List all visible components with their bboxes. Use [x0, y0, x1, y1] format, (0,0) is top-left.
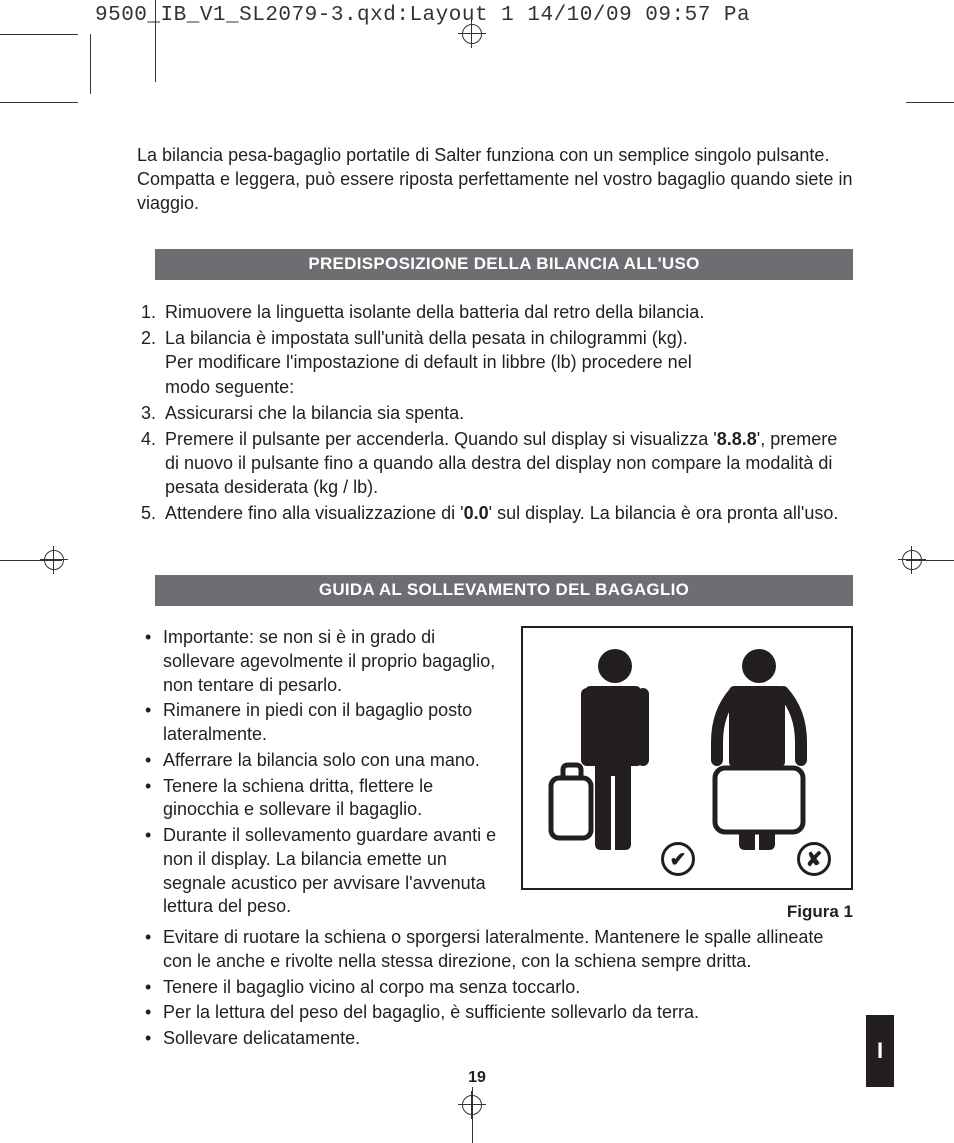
- display-value: 8.8.8: [717, 429, 757, 449]
- crop-hairline: [0, 34, 78, 35]
- step-line: modo seguente:: [165, 375, 853, 399]
- list-item: Tenere la schiena dritta, flettere le gi…: [163, 775, 503, 823]
- step-line: Per modificare l'impostazione di default…: [165, 350, 853, 374]
- figure-1: ✔ ✘ Figura 1: [521, 626, 853, 922]
- section-heading-lifting: GUIDA AL SOLLEVAMENTO DEL BAGAGLIO: [155, 575, 853, 606]
- crop-hairline: [906, 102, 954, 103]
- step-line: Attendere fino alla visualizzazione di ': [165, 503, 464, 523]
- list-item: Evitare di ruotare la schiena o sporgers…: [163, 926, 853, 974]
- list-item: Per la lettura del peso del bagaglio, è …: [163, 1001, 853, 1025]
- correct-badge-icon: ✔: [661, 842, 695, 876]
- figure-frame: ✔ ✘: [521, 626, 853, 890]
- page-number: 19: [0, 1069, 954, 1087]
- lifting-section: Importante: se non si è in grado di soll…: [137, 626, 853, 922]
- list-item: Assicurarsi che la bilancia sia spenta.: [161, 401, 853, 425]
- language-tab: I: [866, 1015, 894, 1087]
- crop-hairline: [155, 0, 156, 82]
- list-item: Rimuovere la linguetta isolante della ba…: [161, 300, 853, 324]
- display-value: 0.0: [464, 503, 489, 523]
- lifting-bullets-full: Evitare di ruotare la schiena o sporgers…: [137, 926, 853, 1051]
- slug-line: 9500_IB_V1_SL2079-3.qxd:Layout 1 14/10/0…: [95, 4, 750, 27]
- section-heading-setup: PREDISPOSIZIONE DELLA BILANCIA ALL'USO: [155, 249, 853, 280]
- list-item: La bilancia è impostata sull'unità della…: [161, 326, 853, 398]
- step-line: Premere il pulsante per accenderla. Quan…: [165, 429, 717, 449]
- incorrect-badge-icon: ✘: [797, 842, 831, 876]
- step-line: ' sul display. La bilancia è ora pronta …: [489, 503, 839, 523]
- list-item: Attendere fino alla visualizzazione di '…: [161, 501, 853, 525]
- list-item: Premere il pulsante per accenderla. Quan…: [161, 427, 853, 499]
- intro-paragraph: La bilancia pesa-bagaglio portatile di S…: [137, 144, 853, 215]
- list-item: Durante il sollevamento guardare avanti …: [163, 824, 503, 919]
- list-item: Importante: se non si è in grado di soll…: [163, 626, 503, 697]
- page-root: 9500_IB_V1_SL2079-3.qxd:Layout 1 14/10/0…: [0, 0, 954, 1143]
- lifting-bullets-narrow: Importante: se non si è in grado di soll…: [137, 626, 507, 921]
- figure-caption: Figura 1: [521, 902, 853, 922]
- registration-mark-icon: [898, 546, 926, 574]
- list-item: Rimanere in piedi con il bagaglio posto …: [163, 699, 503, 747]
- crop-hairline: [0, 102, 78, 103]
- list-item: Afferrare la bilancia solo con una mano.: [163, 749, 503, 773]
- registration-mark-icon: [40, 546, 68, 574]
- registration-mark-icon: [458, 1091, 486, 1119]
- step-line: La bilancia è impostata sull'unità della…: [165, 328, 688, 348]
- list-item: Sollevare delicatamente.: [163, 1027, 853, 1051]
- crop-hairline: [90, 34, 91, 94]
- setup-steps-list: Rimuovere la linguetta isolante della ba…: [137, 300, 853, 525]
- content-column: La bilancia pesa-bagaglio portatile di S…: [137, 144, 853, 1053]
- registration-mark-icon: [458, 20, 486, 48]
- list-item: Tenere il bagaglio vicino al corpo ma se…: [163, 976, 853, 1000]
